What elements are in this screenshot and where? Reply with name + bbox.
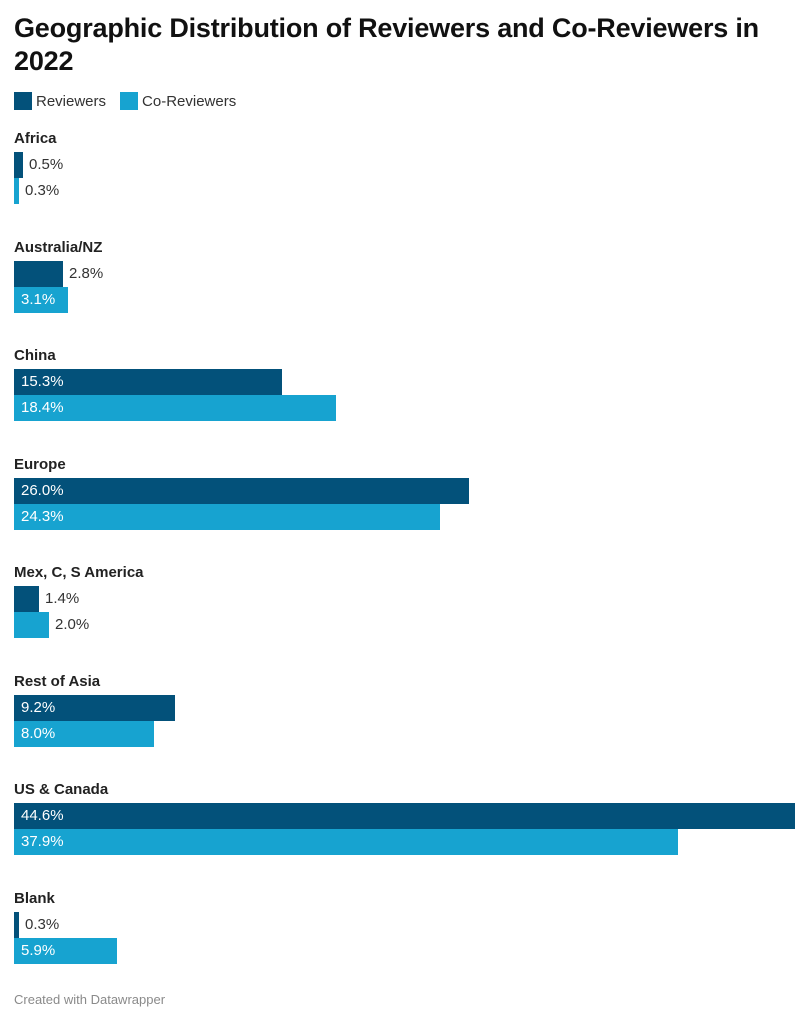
bar-co-reviewers-us-canada — [14, 829, 678, 855]
legend: Reviewers Co-Reviewers — [14, 92, 250, 110]
data-label-co-reviewers: 3.1% — [21, 290, 56, 308]
data-label-reviewers: 15.3% — [21, 373, 64, 390]
bar-reviewers-africa — [14, 152, 23, 178]
bar-reviewers-rest-of-asia — [14, 694, 175, 721]
bar-reviewers-china — [14, 369, 282, 395]
chart-title: Geographic Distribution of Reviewers and… — [14, 13, 759, 76]
bar-co-reviewers-africa — [14, 178, 19, 204]
category-label: Rest of Asia — [14, 672, 101, 690]
data-label-co-reviewers: 8.0% — [21, 724, 56, 742]
legend-label-reviewers: Reviewers — [36, 92, 107, 110]
data-label-co-reviewers: 2.0% — [55, 616, 90, 633]
data-label-co-reviewers: 24.3% — [21, 507, 64, 525]
bar-group-rest-of-asia: Rest of Asia 9.2% 8.0% — [14, 669, 795, 765]
legend-label-co-reviewers: Co-Reviewers — [142, 92, 237, 110]
data-label-reviewers: 44.6% — [21, 807, 64, 824]
bar-group-australia-nz: Australia/NZ 2.8% 3.1% — [14, 235, 795, 331]
bar-group-mex-c-s-america: Mex, C, S America 1.4% 2.0% — [14, 560, 795, 656]
bar-reviewers-europe — [14, 477, 469, 504]
bar-group-europe: Europe 26.0% 24.3% — [14, 452, 795, 548]
bar-co-reviewers-china — [14, 395, 336, 421]
bar-group-us-canada: US & Canada 44.6% 37.9% — [14, 777, 795, 873]
data-label-reviewers: 0.5% — [29, 156, 64, 173]
bar-reviewers-australia-nz — [14, 260, 63, 287]
data-label-co-reviewers: 18.4% — [21, 399, 64, 416]
bar-co-reviewers-rest-of-asia — [14, 720, 154, 747]
data-label-co-reviewers: 5.9% — [21, 941, 56, 959]
data-label-co-reviewers: 0.3% — [25, 182, 60, 199]
bar-reviewers-us-canada — [14, 803, 795, 829]
bar-group-blank: Blank 0.3% 5.9% — [14, 886, 795, 982]
data-label-reviewers: 2.8% — [69, 264, 104, 282]
category-label: Europe — [14, 455, 66, 473]
data-label-reviewers: 1.4% — [45, 590, 80, 607]
bar-co-reviewers-australia-nz — [14, 286, 68, 313]
legend-swatch-reviewers — [14, 92, 32, 110]
legend-swatch-co-reviewers — [120, 92, 139, 110]
data-label-reviewers: 9.2% — [21, 698, 56, 716]
category-label: Mex, C, S America — [14, 564, 144, 581]
legend-item-co-reviewers: Co-Reviewers — [120, 92, 236, 110]
bar-reviewers-blank — [14, 911, 19, 938]
data-label-reviewers: 26.0% — [21, 481, 64, 499]
bar-reviewers-mex-c-s-america — [14, 586, 39, 612]
footer-credit: Created with Datawrapper — [14, 992, 166, 1007]
category-label: Africa — [14, 130, 57, 147]
bar-group-africa: Africa 0.5% 0.3% — [14, 126, 795, 222]
category-label: Blank — [14, 889, 55, 907]
category-label: Australia/NZ — [14, 238, 103, 256]
data-label-reviewers: 0.3% — [25, 915, 60, 933]
bar-co-reviewers-europe — [14, 503, 440, 530]
category-label: US & Canada — [14, 781, 109, 798]
bar-co-reviewers-mex-c-s-america — [14, 612, 49, 638]
data-label-co-reviewers: 37.9% — [21, 833, 64, 850]
legend-item-reviewers: Reviewers — [14, 92, 106, 110]
bar-co-reviewers-blank — [14, 937, 117, 964]
bar-group-china: China 15.3% 18.4% — [14, 343, 795, 439]
category-label: China — [14, 347, 56, 364]
